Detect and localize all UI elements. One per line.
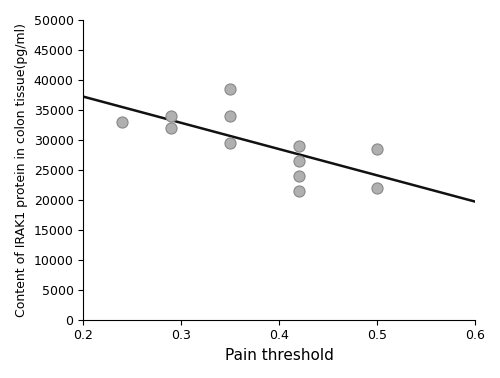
Point [295,188,303,194]
X-axis label: Pain threshold: Pain threshold [224,348,334,363]
Point [295,158,303,164]
Point [118,119,126,125]
Y-axis label: Content of IRAK1 protein in colon tissue(pg/ml): Content of IRAK1 protein in colon tissue… [15,23,28,317]
Point [295,173,303,179]
Point [295,143,303,149]
Point [373,146,381,152]
Point [168,113,175,119]
Point [226,113,234,119]
Point [226,140,234,146]
Point [168,125,175,131]
Point [226,86,234,92]
Point [373,185,381,191]
